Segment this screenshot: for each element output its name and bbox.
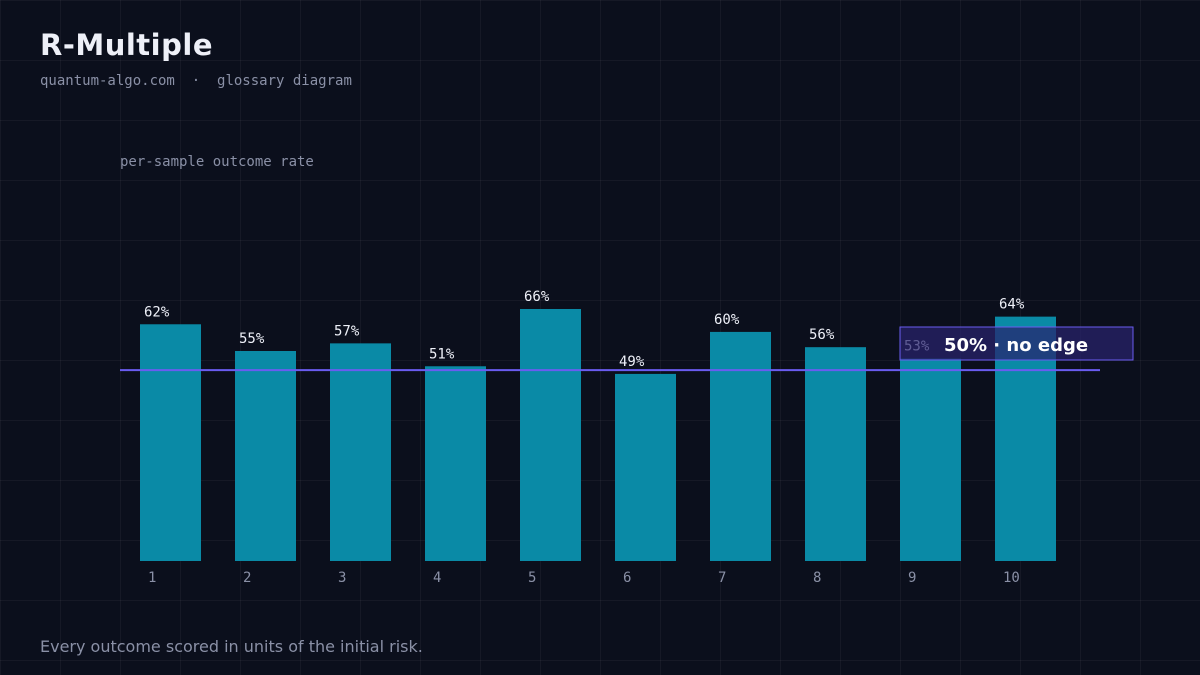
bar-9 <box>900 358 961 561</box>
x-tick-label-3: 3 <box>338 570 346 586</box>
x-tick-label-5: 5 <box>528 570 536 586</box>
bar-value-label-5: 66% <box>524 289 550 305</box>
page-title: R-Multiple <box>40 28 213 62</box>
x-tick-label-4: 4 <box>433 570 441 586</box>
bar-value-label-1: 62% <box>144 304 170 320</box>
x-tick-label-2: 2 <box>243 570 251 586</box>
bar-1 <box>140 324 201 561</box>
reference-line-label-box <box>899 326 1134 361</box>
bar-value-label-3: 57% <box>334 323 360 339</box>
reference-line-group: 50% · no edge <box>120 326 1134 372</box>
bar-4 <box>425 366 486 561</box>
x-tick-label-8: 8 <box>813 570 821 586</box>
diagram-kind: glossary diagram <box>217 73 352 89</box>
page-subtitle: quantum-algo.com · glossary diagram <box>40 73 352 89</box>
subtitle-separator: · <box>191 73 201 89</box>
bar-value-label-10: 64% <box>999 297 1025 313</box>
bar-5 <box>520 309 581 561</box>
bar-value-label-7: 60% <box>714 312 740 328</box>
x-tick-label-9: 9 <box>908 570 916 586</box>
bar-value-label-2: 55% <box>239 331 265 347</box>
reference-line-label: 50% · no edge <box>944 335 1088 356</box>
bar-3 <box>330 343 391 561</box>
bar-6 <box>615 373 676 561</box>
bar-value-label-6: 49% <box>619 354 645 370</box>
footer-caption: Every outcome scored in units of the ini… <box>40 637 423 656</box>
bar-2 <box>235 351 296 561</box>
bar-7 <box>710 331 771 561</box>
bar-value-label-4: 51% <box>429 346 455 362</box>
site-name: quantum-algo.com <box>40 73 175 89</box>
x-tick-label-6: 6 <box>623 570 631 586</box>
bar-8 <box>805 347 866 561</box>
x-tick-label-10: 10 <box>1003 570 1020 586</box>
x-tick-label-7: 7 <box>718 570 726 586</box>
bar-value-label-8: 56% <box>809 327 835 343</box>
y-axis-label: per-sample outcome rate <box>120 154 314 170</box>
x-tick-label-1: 1 <box>148 570 156 586</box>
